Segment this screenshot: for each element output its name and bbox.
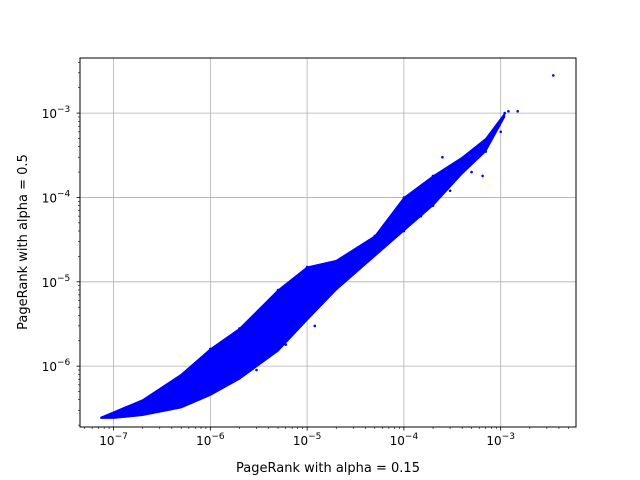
y-axis-label: PageRank with alpha = 0.5 <box>16 154 31 330</box>
data-point <box>431 204 435 207</box>
data-point <box>100 416 103 420</box>
data-point <box>507 110 510 113</box>
data-point <box>490 137 493 140</box>
data-point <box>402 229 406 233</box>
data-point <box>552 74 555 77</box>
data-point <box>226 361 229 365</box>
data-point <box>495 124 498 128</box>
data-point <box>481 174 484 178</box>
data-point <box>129 410 132 413</box>
data-point <box>226 383 229 387</box>
data-point <box>276 288 280 292</box>
data-point <box>373 251 377 255</box>
data-point <box>373 234 377 238</box>
data-point <box>503 111 507 115</box>
data-point <box>448 189 452 193</box>
data-point <box>387 240 391 243</box>
data-points <box>100 74 555 420</box>
data-point <box>238 352 241 356</box>
data-point <box>484 150 488 153</box>
data-point <box>194 383 197 387</box>
data-point <box>516 110 519 113</box>
dense-point-cloud <box>101 111 506 419</box>
data-point <box>305 265 309 269</box>
data-point <box>470 158 473 161</box>
point-cloud <box>101 111 506 419</box>
data-point <box>499 130 503 134</box>
data-point <box>290 314 294 317</box>
plot-frame <box>79 57 577 428</box>
grid-lines <box>80 58 576 427</box>
data-point <box>141 406 144 410</box>
data-point <box>441 155 444 159</box>
data-point <box>276 324 280 328</box>
data-point <box>322 291 326 294</box>
data-point <box>305 302 309 306</box>
data-point <box>352 265 355 269</box>
data-point <box>209 373 212 376</box>
x-axis-label: PageRank with alpha = 0.15 <box>236 461 420 476</box>
data-point <box>238 327 241 330</box>
data-point <box>470 170 473 174</box>
data-point <box>158 400 161 403</box>
data-point <box>112 414 115 417</box>
data-point <box>179 390 183 393</box>
data-point <box>209 347 212 351</box>
data-point <box>255 368 258 372</box>
data-point <box>313 324 317 328</box>
data-point <box>284 343 288 346</box>
data-point <box>419 214 423 218</box>
data-point <box>402 196 406 199</box>
data-point <box>344 261 347 264</box>
data-point <box>393 218 396 221</box>
data-point <box>484 145 488 148</box>
data-point <box>452 175 456 179</box>
data-point <box>335 280 338 284</box>
data-point <box>460 170 464 174</box>
data-point <box>431 174 435 178</box>
data-point <box>255 339 258 343</box>
